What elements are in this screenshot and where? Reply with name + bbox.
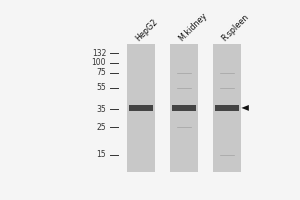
Text: HepG2: HepG2 [134,18,159,43]
Text: 55: 55 [96,83,106,92]
Polygon shape [242,105,249,111]
Bar [129,105,153,111]
Text: 25: 25 [97,123,106,132]
Text: 35: 35 [96,105,106,114]
Text: 100: 100 [92,58,106,67]
Bar [170,44,198,172]
Text: 132: 132 [92,49,106,58]
Text: 15: 15 [97,150,106,159]
Text: 75: 75 [96,68,106,77]
Bar [127,44,155,172]
Bar [215,105,238,111]
Text: M.kidney: M.kidney [176,11,208,43]
Bar [172,105,196,111]
Text: R.spleen: R.spleen [220,13,250,43]
Bar [213,44,241,172]
